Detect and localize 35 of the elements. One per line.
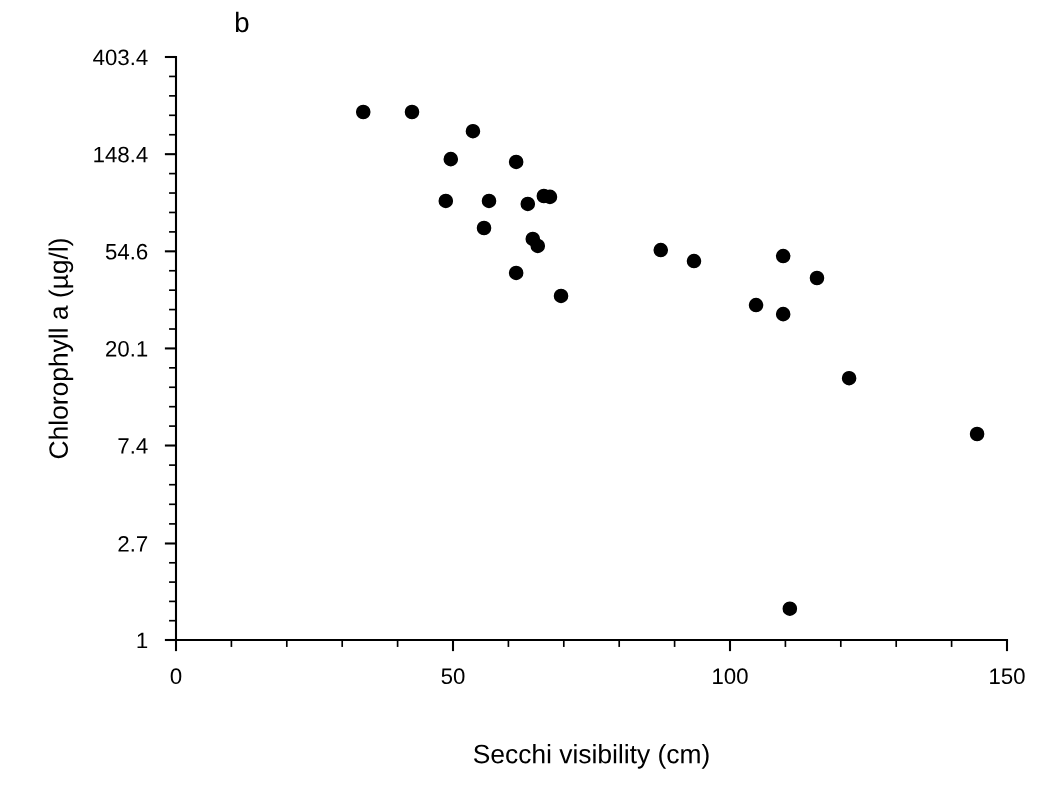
point [782,601,798,616]
point [404,104,420,120]
point [508,154,524,170]
point [686,253,702,269]
y-axis-title: Chlorophyll a (µg/l) [48,239,74,459]
x-tick-label: 50 [441,668,465,685]
point [476,220,492,236]
point [355,104,371,120]
chart-title: b [235,11,249,33]
y-tick-label: 1 [137,632,148,649]
y-tick-label: 2.7 [118,536,148,552]
x-tick-label: 100 [713,668,748,685]
x-tick-label: 150 [990,668,1025,685]
point [775,248,791,264]
point [775,306,791,322]
point [553,288,569,304]
x-axis-title: Secchi visibility (cm) [473,744,709,769]
point [748,297,764,313]
y-tick-label: 148.4 [94,146,148,163]
point [809,270,825,286]
y-tick-label: 7.4 [118,438,148,454]
point [969,426,985,442]
point [508,265,524,281]
y-tick-label: 20.1 [106,340,148,357]
y-tick-label: 54.6 [105,243,148,260]
point [438,193,454,209]
point [841,370,857,386]
point [653,242,669,258]
point [481,193,497,209]
point [520,196,536,212]
x-tick-label: 0 [170,668,182,685]
point [530,238,546,254]
y-tick-label: 403.4 [93,49,148,66]
point [443,151,459,167]
point [465,123,481,139]
